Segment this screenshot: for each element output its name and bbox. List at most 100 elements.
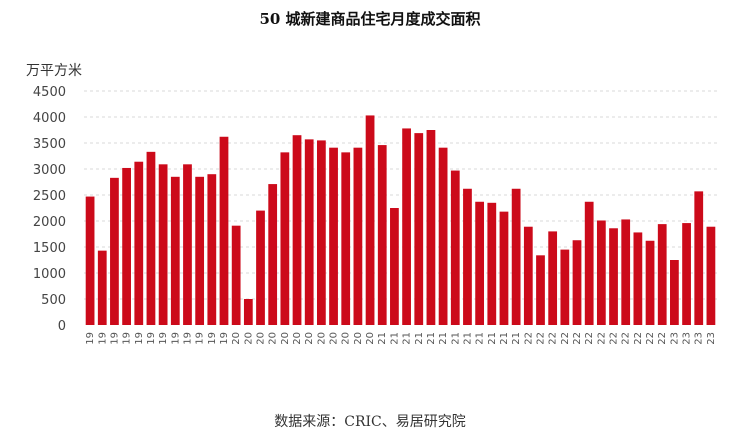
bar-22-04: [560, 249, 570, 325]
bar-19-01: [85, 196, 95, 325]
bar-23-01: [670, 260, 679, 325]
x-tick-label: 22: [657, 332, 668, 345]
bar-19-02: [97, 250, 107, 325]
x-tick-label: 22: [523, 332, 534, 345]
x-tick-label: 22: [572, 332, 583, 345]
bar-20-05: [280, 152, 290, 325]
x-tick-label: 19: [219, 332, 230, 345]
bar-20-08: [316, 140, 326, 325]
x-tick-label: 20: [231, 332, 242, 345]
data-source-note: 数据来源：CRIC、易居研究院: [274, 414, 466, 430]
bar-22-08: [609, 228, 618, 325]
y-tick-label: 1000: [33, 267, 66, 282]
x-tick-label: 22: [633, 332, 644, 345]
bar-22-05: [572, 240, 582, 325]
bar-21-08: [463, 188, 472, 325]
x-tick-label: 21: [377, 332, 388, 345]
y-tick-label: 1500: [33, 241, 66, 256]
x-tick-label: 21: [389, 332, 400, 345]
bar-20-12: [365, 115, 375, 325]
bar-22-10: [633, 232, 643, 325]
x-tick-label: 20: [341, 332, 352, 345]
bar-22-07: [596, 220, 606, 325]
bar-19-07: [158, 164, 168, 325]
x-tick-label: 22: [621, 332, 632, 345]
bar-20-11: [353, 147, 363, 325]
y-tick-label: 500: [41, 293, 66, 308]
bar-21-09: [475, 201, 485, 325]
bar-19-06: [146, 151, 156, 325]
x-tick-label: 19: [158, 332, 169, 345]
x-tick-label: 22: [584, 332, 595, 345]
x-tick-label: 20: [353, 332, 364, 345]
bar-23-04: [706, 226, 716, 325]
bar-21-10: [487, 202, 497, 325]
x-tick-label: 20: [316, 332, 327, 345]
bar-19-05: [134, 161, 144, 325]
x-axis-ticks: 19 19 19 19 19 19 19 19 19 19 19 19 20 20 20 20 20 20 20 20…: [85, 332, 717, 345]
x-tick-label: 21: [426, 332, 437, 345]
x-tick-label: 19: [134, 332, 145, 345]
x-tick-label: 23: [694, 332, 705, 345]
bar-22-03: [548, 231, 558, 325]
bar-22-12: [657, 224, 667, 325]
bar-20-07: [304, 139, 314, 325]
x-tick-label: 21: [402, 332, 413, 345]
bar-21-11: [499, 211, 509, 325]
bar-23-02: [682, 223, 691, 325]
x-tick-label: 20: [243, 332, 254, 345]
x-tick-label: 21: [511, 332, 522, 345]
bar-21-12: [511, 188, 521, 325]
x-tick-label: 19: [182, 332, 193, 345]
y-tick-label: 4500: [33, 85, 66, 100]
y-tick-label: 4000: [33, 111, 66, 126]
x-tick-label: 21: [462, 332, 473, 345]
bar-22-11: [645, 240, 655, 325]
x-tick-label: 23: [706, 332, 717, 345]
x-tick-label: 19: [207, 332, 218, 345]
y-axis-unit-label: 万平方米: [26, 63, 82, 79]
bar-19-03: [110, 177, 119, 325]
bar-19-08: [170, 176, 180, 325]
bar-21-07: [450, 170, 460, 325]
x-tick-label: 20: [280, 332, 291, 345]
bar-20-04: [268, 184, 278, 325]
x-tick-label: 19: [109, 332, 120, 345]
y-tick-label: 2000: [33, 215, 66, 230]
x-tick-label: 19: [97, 332, 108, 345]
bar-22-09: [621, 219, 631, 325]
x-tick-label: 20: [268, 332, 279, 345]
bar-20-06: [292, 135, 302, 325]
bar-20-02: [243, 299, 253, 325]
bar-22-06: [584, 201, 594, 325]
x-tick-label: 21: [475, 332, 486, 345]
x-tick-label: 21: [450, 332, 461, 345]
bar-20-03: [256, 210, 265, 325]
bar-21-03: [402, 128, 411, 325]
y-tick-label: 3000: [33, 163, 66, 178]
bar-21-02: [390, 208, 399, 325]
bar-20-01: [231, 225, 241, 325]
x-tick-label: 23: [682, 332, 693, 345]
bar-19-10: [195, 176, 205, 325]
x-tick-label: 20: [365, 332, 376, 345]
chart-title: 50 城新建商品住宅月度成交面积: [259, 10, 481, 28]
x-tick-label: 20: [329, 332, 340, 345]
x-tick-label: 19: [170, 332, 181, 345]
x-tick-label: 20: [292, 332, 303, 345]
y-tick-label: 2500: [33, 189, 66, 204]
x-tick-label: 22: [596, 332, 607, 345]
x-tick-label: 21: [499, 332, 510, 345]
bar-22-01: [523, 226, 533, 325]
bar-19-04: [122, 167, 131, 325]
bar-21-01: [377, 145, 387, 325]
x-tick-label: 21: [438, 332, 449, 345]
y-tick-label: 0: [58, 319, 66, 334]
bar-21-05: [426, 130, 436, 325]
bars: [85, 115, 716, 325]
x-tick-label: 21: [487, 332, 498, 345]
x-tick-label: 22: [535, 332, 546, 345]
bar-20-10: [341, 152, 351, 325]
x-tick-label: 20: [256, 332, 267, 345]
